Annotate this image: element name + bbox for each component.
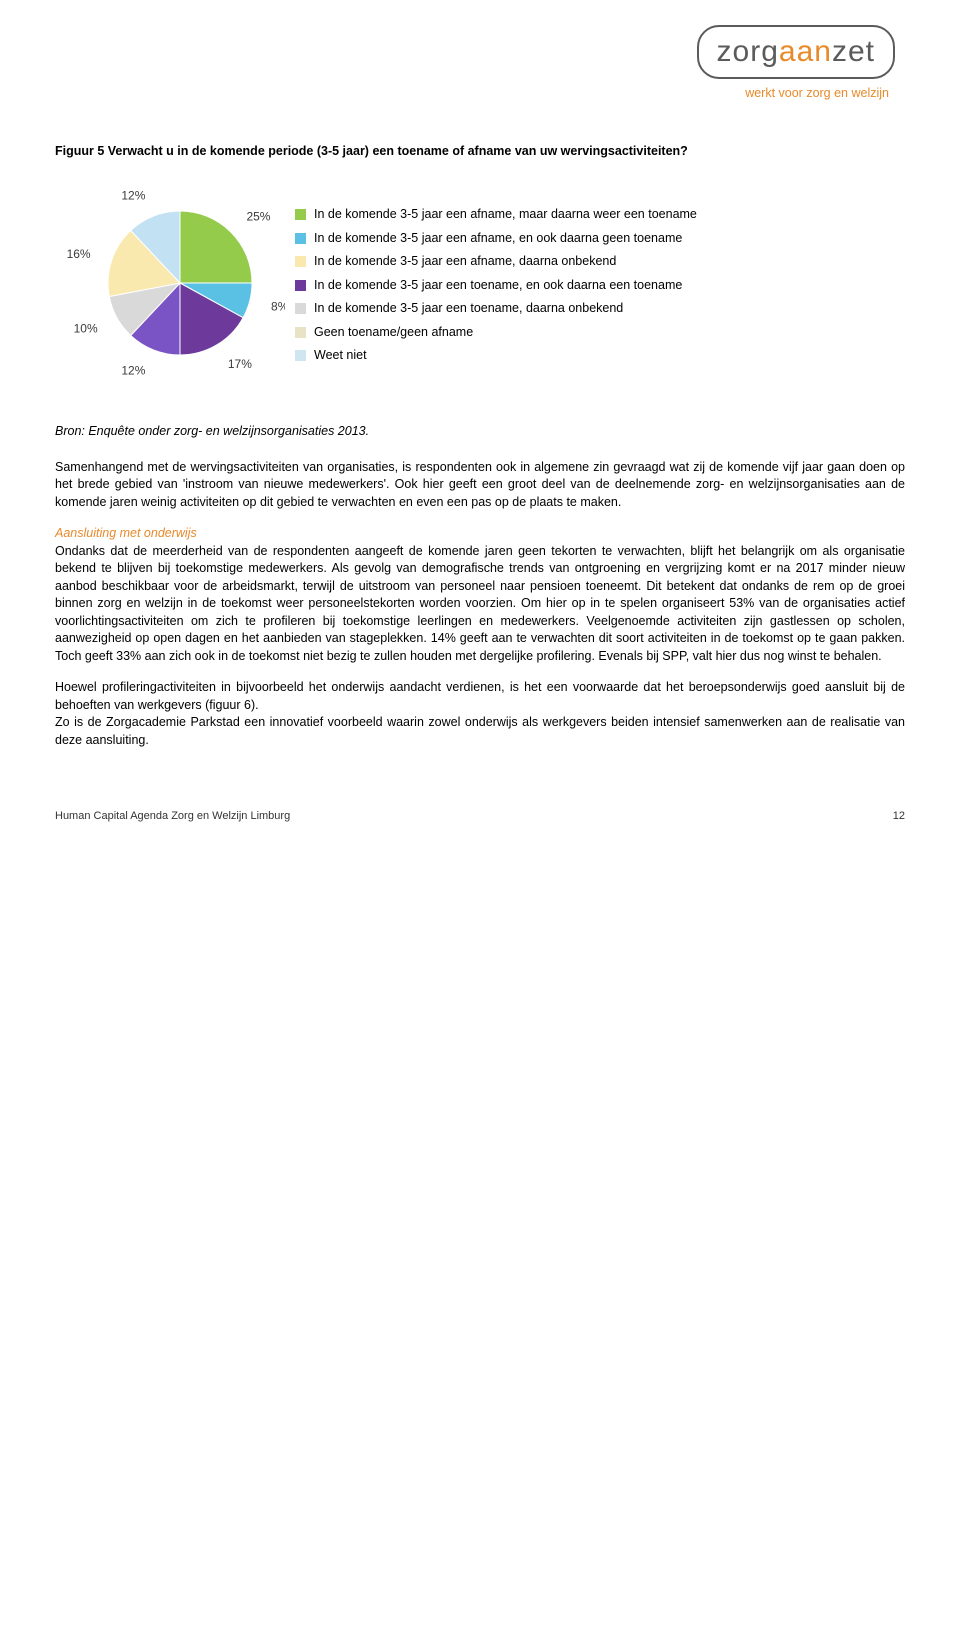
legend-item: Weet niet	[295, 347, 905, 365]
chart-row: 25% 8% 17% 12% 10% 16% 12% In de komende 3-5 j…	[55, 178, 905, 393]
logo-sub: werkt voor zorg en welzijn	[697, 85, 895, 103]
header-logo: zorgaanzet werkt voor zorg en welzijn	[55, 20, 905, 103]
source-line: Bron: Enquête onder zorg- en welzijnsorg…	[55, 423, 905, 441]
legend-label: In de komende 3-5 jaar een afname, en oo…	[314, 230, 682, 248]
logo-box: zorgaanzet werkt voor zorg en welzijn	[697, 25, 895, 103]
legend-swatch	[295, 303, 306, 314]
pie-label: 17%	[228, 357, 252, 371]
legend-item: In de komende 3-5 jaar een afname, daarn…	[295, 253, 905, 271]
legend-item: In de komende 3-5 jaar een toename, daar…	[295, 300, 905, 318]
figure-title: Figuur 5 Verwacht u in de komende period…	[55, 143, 905, 161]
legend-label: In de komende 3-5 jaar een afname, daarn…	[314, 253, 616, 271]
legend-label: In de komende 3-5 jaar een afname, maar …	[314, 206, 697, 224]
legend-swatch	[295, 233, 306, 244]
pie-svg: 25% 8% 17% 12% 10% 16% 12%	[55, 178, 285, 393]
pie-label: 25%	[246, 210, 270, 224]
legend-item: Geen toename/geen afname	[295, 324, 905, 342]
legend-label: Geen toename/geen afname	[314, 324, 473, 342]
legend: In de komende 3-5 jaar een afname, maar …	[285, 200, 905, 371]
legend-swatch	[295, 280, 306, 291]
legend-swatch	[295, 256, 306, 267]
legend-item: In de komende 3-5 jaar een afname, maar …	[295, 206, 905, 224]
pie-label: 10%	[74, 321, 98, 335]
pie-chart: 25% 8% 17% 12% 10% 16% 12%	[55, 178, 285, 393]
paragraph-1: Samenhangend met de wervingsactiviteiten…	[55, 459, 905, 512]
logo-part-zorg: zorg	[717, 35, 779, 68]
paragraph-2-block: Aansluiting met onderwijs Ondanks dat de…	[55, 525, 905, 665]
pie-label: 12%	[121, 189, 145, 203]
logo-part-aan: aan	[779, 35, 832, 68]
legend-label: In de komende 3-5 jaar een toename, en o…	[314, 277, 682, 295]
pie-label: 8%	[271, 299, 285, 313]
legend-label: Weet niet	[314, 347, 367, 365]
footer-right: 12	[893, 809, 905, 824]
legend-label: In de komende 3-5 jaar een toename, daar…	[314, 300, 623, 318]
pie-slice	[180, 211, 252, 283]
legend-swatch	[295, 350, 306, 361]
legend-item: In de komende 3-5 jaar een toename, en o…	[295, 277, 905, 295]
pie-label: 12%	[121, 363, 145, 377]
pie-label: 16%	[67, 247, 91, 261]
legend-swatch	[295, 209, 306, 220]
logo-main: zorgaanzet	[697, 25, 895, 79]
legend-item: In de komende 3-5 jaar een afname, en oo…	[295, 230, 905, 248]
logo-part-zet: zet	[832, 35, 875, 68]
section-heading-aansluiting: Aansluiting met onderwijs	[55, 526, 197, 540]
paragraph-3: Hoewel profileringactiviteiten in bijvoo…	[55, 679, 905, 749]
legend-swatch	[295, 327, 306, 338]
paragraph-2: Ondanks dat de meerderheid van de respon…	[55, 544, 905, 663]
footer: Human Capital Agenda Zorg en Welzijn Lim…	[55, 809, 905, 824]
footer-left: Human Capital Agenda Zorg en Welzijn Lim…	[55, 809, 290, 824]
